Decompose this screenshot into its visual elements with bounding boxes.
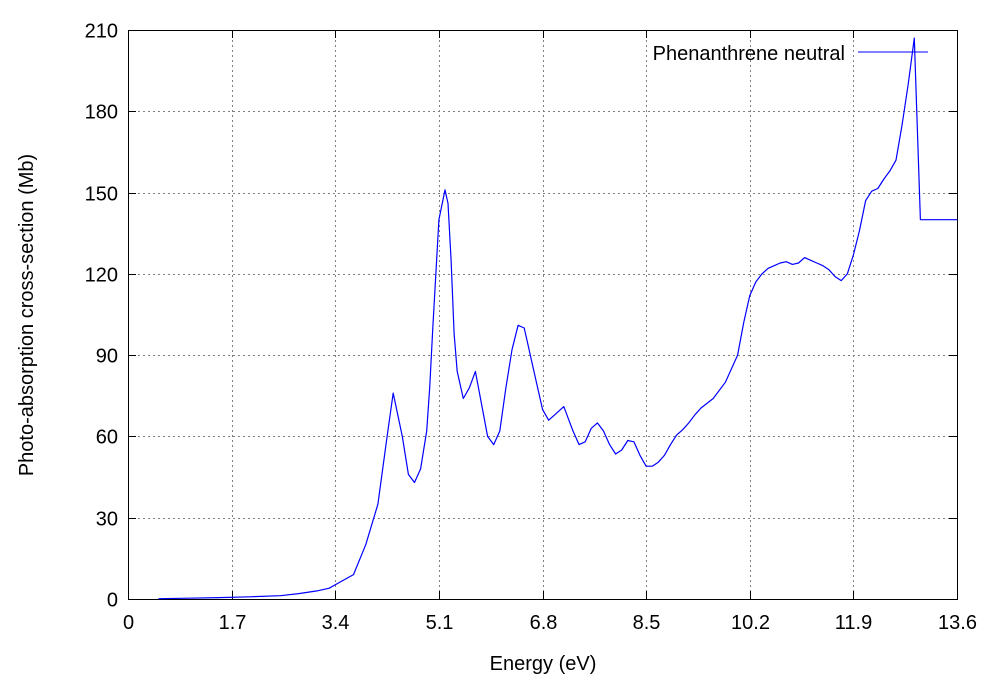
legend: Phenanthrene neutral [653, 43, 928, 65]
x-tick-label: 13.6 [938, 612, 977, 634]
legend-label: Phenanthrene neutral [653, 43, 845, 65]
y-tick-label: 60 [96, 427, 118, 449]
x-tick-label: 11.9 [835, 612, 872, 634]
x-tick-label: 5.1 [426, 612, 454, 634]
y-tick-label: 30 [96, 509, 118, 531]
y-tick-label: 120 [85, 265, 118, 287]
y-tick-label: 210 [85, 21, 118, 43]
y-tick-label: 180 [85, 102, 118, 124]
x-tick-label: 0 [123, 612, 134, 634]
x-tick-label: 6.8 [530, 612, 558, 634]
series-line-0 [158, 37, 957, 600]
axis-ticks: 0 1.7 3.4 5.1 6.8 8.5 10.2 11.9 13.6 0 30 60 90 120 15… [85, 21, 977, 635]
y-tick-label: 0 [107, 590, 118, 612]
grid [128, 30, 957, 599]
x-tick-label: 10.2 [731, 612, 770, 634]
x-tick-label: 8.5 [633, 612, 661, 634]
y-tick-label: 90 [96, 346, 118, 368]
y-tick-label: 150 [85, 184, 118, 206]
x-tick-label: 1.7 [219, 612, 247, 634]
series-layer [158, 37, 957, 600]
x-tick-label: 3.4 [322, 612, 350, 634]
y-axis-title: Photo-absorption cross-section (Mb) [16, 154, 38, 476]
x-axis-title: Energy (eV) [490, 653, 597, 675]
